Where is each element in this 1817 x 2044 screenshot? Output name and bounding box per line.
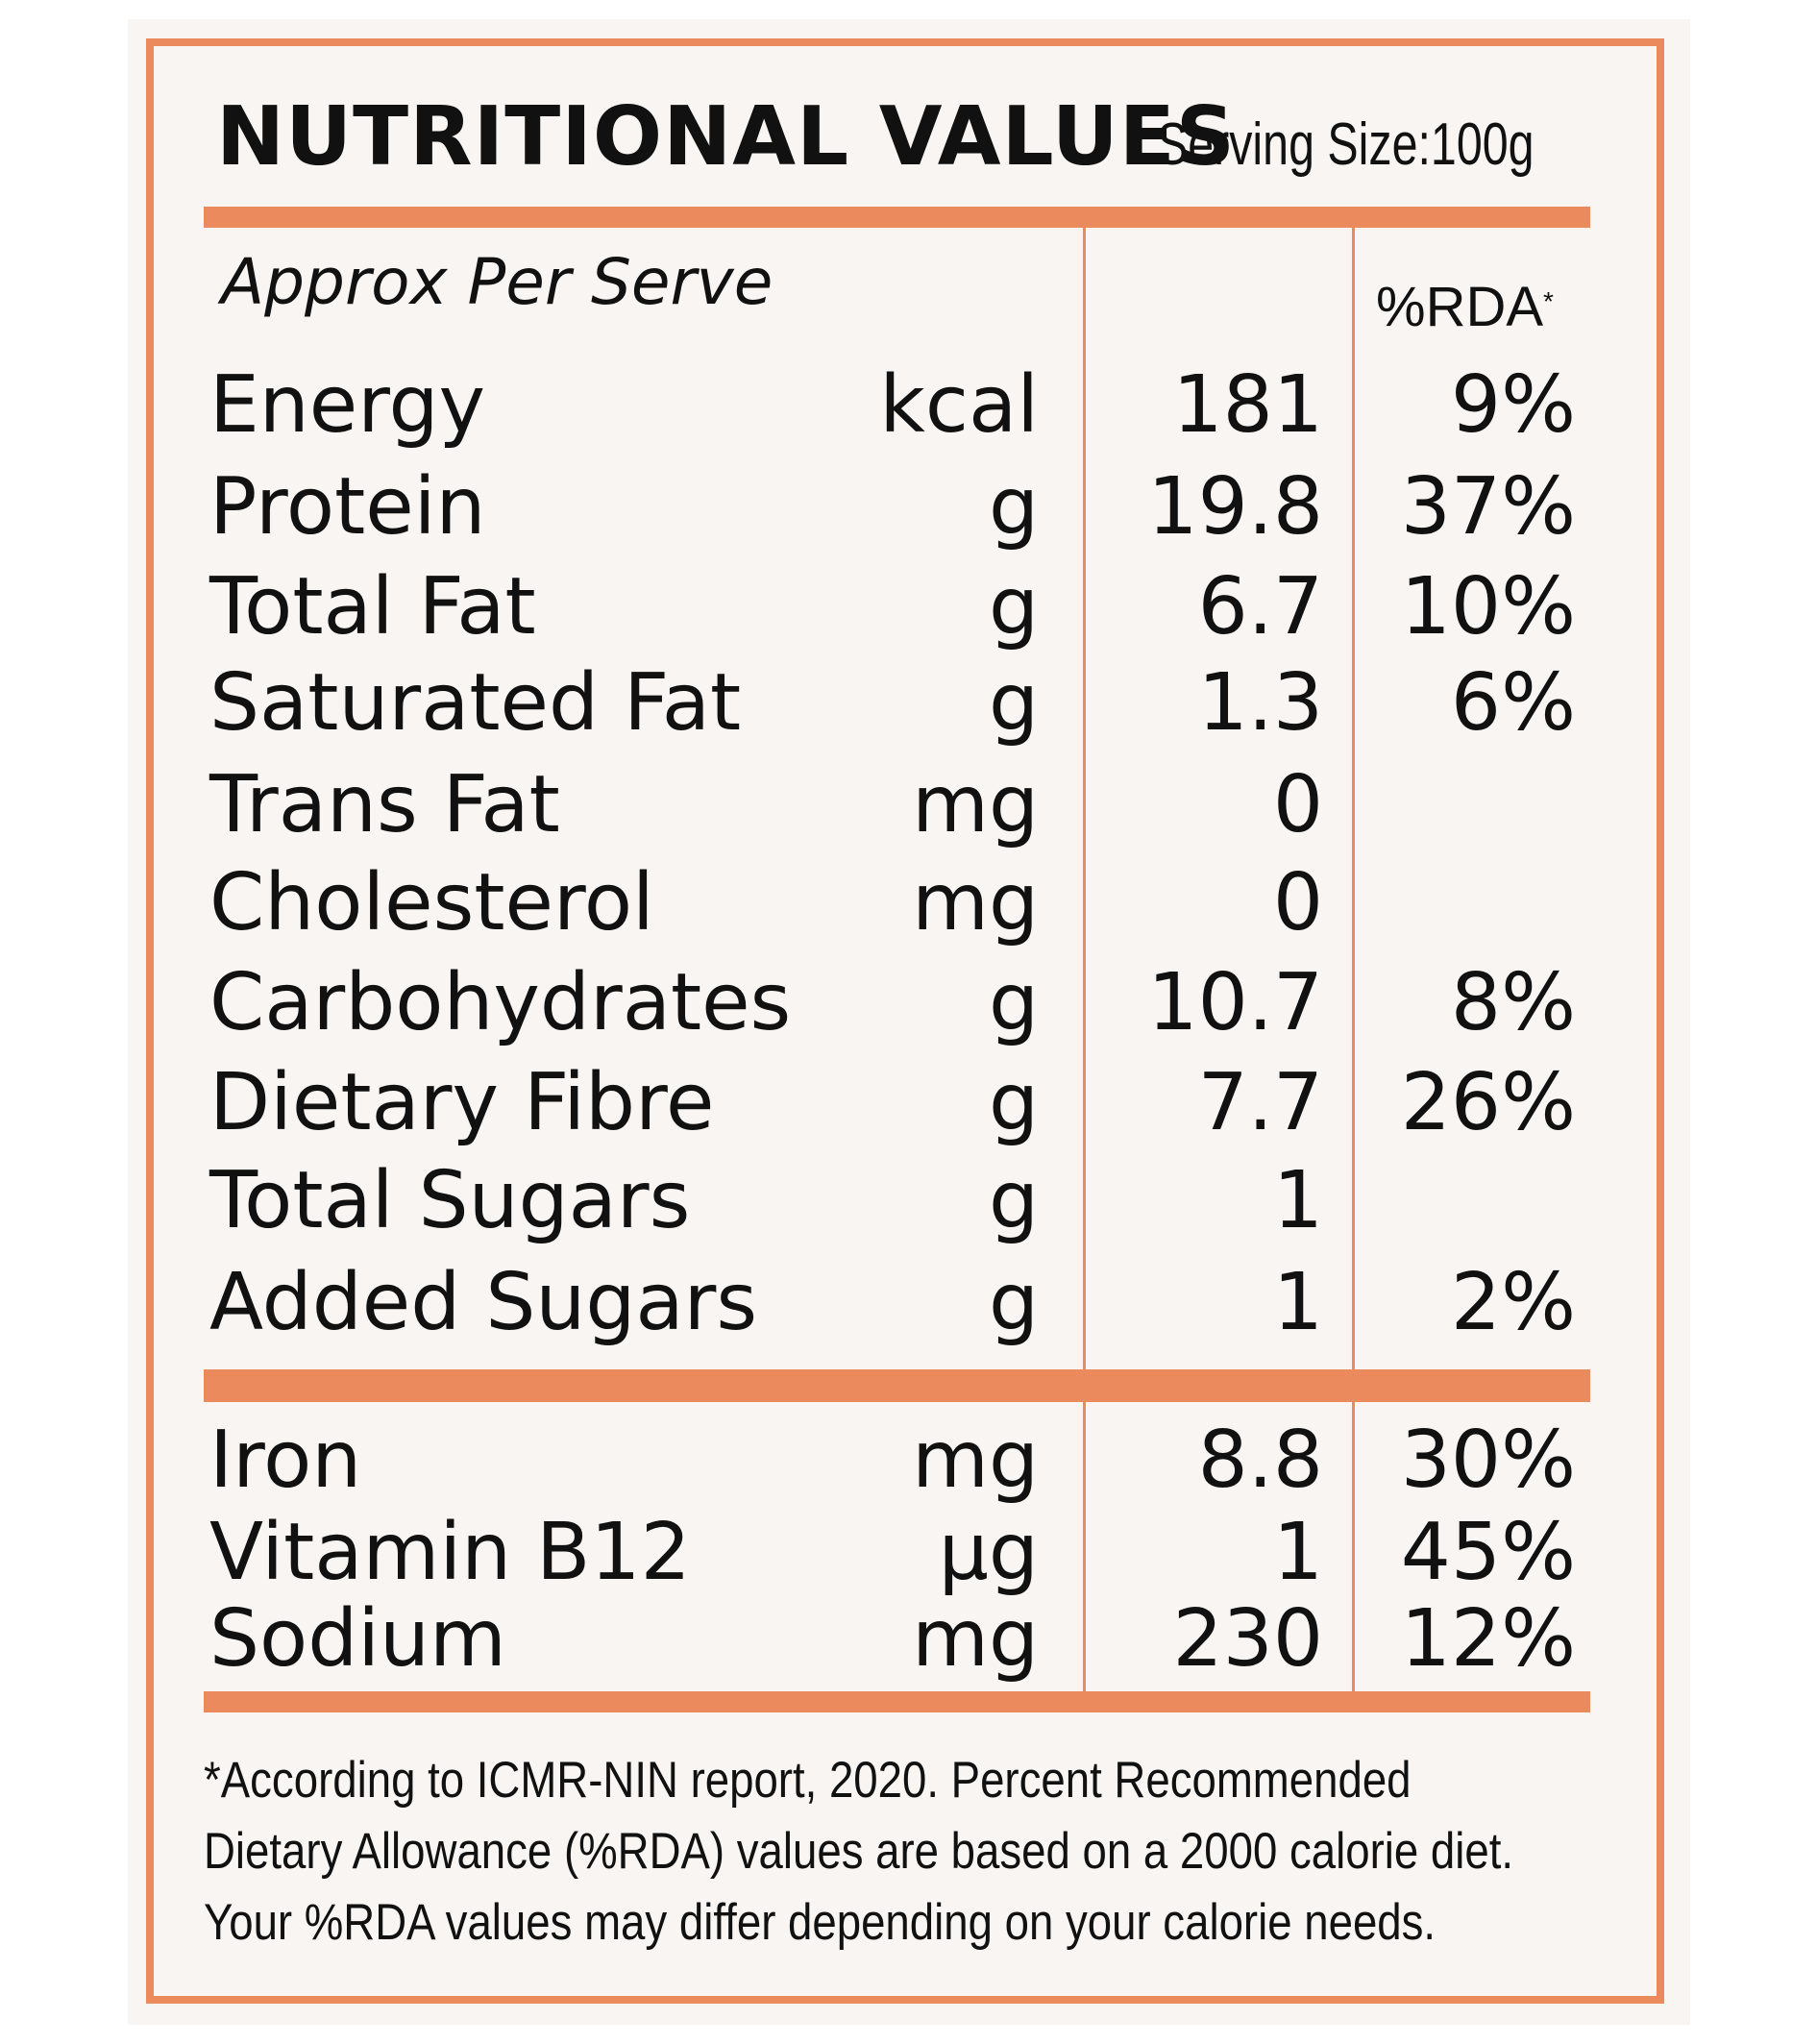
nutrient-rda: 8% <box>1450 957 1576 1048</box>
nutrient-name: Total Sugars <box>209 1155 691 1246</box>
nutrient-unit: µg <box>938 1507 1039 1598</box>
column-divider-value-minerals <box>1083 1402 1086 1691</box>
table-row: Cholesterol mg 0 <box>0 855 1817 951</box>
nutrient-value: 6.7 <box>1197 561 1323 653</box>
nutrient-rda: 2% <box>1450 1257 1576 1348</box>
nutrient-unit: g <box>988 657 1039 749</box>
nutrient-unit: kcal <box>879 359 1039 451</box>
nutrient-name: Total Fat <box>209 561 536 653</box>
nutrient-rda: 26% <box>1400 1057 1576 1148</box>
table-row: Sodium mg 230 12% <box>0 1591 1817 1687</box>
table-row: Vitamin B12 µg 1 45% <box>0 1505 1817 1601</box>
nutrient-name: Vitamin B12 <box>209 1507 691 1598</box>
nutrient-name: Energy <box>209 359 486 451</box>
nutrient-unit: mg <box>912 759 1039 850</box>
label-border <box>146 38 1664 2004</box>
nutrient-name: Carbohydrates <box>209 957 792 1048</box>
table-row: Total Fat g 6.7 10% <box>0 559 1817 655</box>
nutrient-unit: g <box>988 1257 1039 1348</box>
table-row: Saturated Fat g 1.3 6% <box>0 655 1817 751</box>
nutrient-rda: 9% <box>1450 359 1576 451</box>
approx-per-serve-label: Approx Per Serve <box>221 245 773 319</box>
nutrient-name: Trans Fat <box>209 759 560 850</box>
nutrient-rda: 30% <box>1400 1415 1576 1506</box>
footnote: *According to ICMR-NIN report, 2020. Per… <box>204 1745 1597 1958</box>
table-row: Carbohydrates g 10.7 8% <box>0 955 1817 1051</box>
nutrient-name: Added Sugars <box>209 1257 758 1348</box>
nutrient-unit: g <box>988 1155 1039 1246</box>
column-divider-rda-minerals <box>1352 1402 1355 1691</box>
nutrient-rda: 37% <box>1400 461 1576 553</box>
nutrient-value: 8.8 <box>1197 1415 1323 1506</box>
nutrient-name: Protein <box>209 461 486 553</box>
nutrient-name: Sodium <box>209 1593 506 1685</box>
nutrient-value: 1 <box>1272 1257 1323 1348</box>
nutrient-unit: mg <box>912 1415 1039 1506</box>
nutrient-value: 19.8 <box>1147 461 1323 553</box>
rda-column-header: %RDA* <box>1376 276 1554 338</box>
table-row: Total Sugars g 1 <box>0 1153 1817 1249</box>
nutrient-unit: g <box>988 957 1039 1048</box>
table-row: Iron mg 8.8 30% <box>0 1413 1817 1509</box>
nutrient-name: Cholesterol <box>209 857 654 948</box>
nutrient-name: Iron <box>209 1415 362 1506</box>
nutrient-value: 7.7 <box>1197 1057 1323 1148</box>
column-divider-value <box>1083 228 1086 1369</box>
nutrient-unit: mg <box>912 857 1039 948</box>
table-row: Dietary Fibre g 7.7 26% <box>0 1055 1817 1151</box>
nutrient-rda: 12% <box>1400 1593 1576 1685</box>
nutrient-value: 0 <box>1272 857 1323 948</box>
nutrient-value: 230 <box>1172 1593 1323 1685</box>
table-row: Protein g 19.8 37% <box>0 459 1817 555</box>
nutrient-rda: 6% <box>1450 657 1576 749</box>
footnote-line-3: Your %RDA values may differ depending on… <box>204 1894 1436 1951</box>
nutrient-value: 0 <box>1272 759 1323 850</box>
nutrient-unit: g <box>988 1057 1039 1148</box>
footnote-line-1: *According to ICMR-NIN report, 2020. Per… <box>204 1752 1412 1809</box>
table-row: Energy kcal 181 9% <box>0 357 1817 454</box>
table-row: Trans Fat mg 0 <box>0 757 1817 853</box>
nutrient-unit: mg <box>912 1593 1039 1685</box>
nutrient-value: 181 <box>1172 359 1323 451</box>
nutrient-value: 1.3 <box>1197 657 1323 749</box>
nutrient-rda: 45% <box>1400 1507 1576 1598</box>
nutrient-unit: g <box>988 461 1039 553</box>
nutrient-value: 1 <box>1272 1507 1323 1598</box>
column-divider-rda <box>1352 228 1355 1369</box>
nutrient-rda: 10% <box>1400 561 1576 653</box>
table-row: Added Sugars g 1 2% <box>0 1255 1817 1351</box>
footnote-line-2: Dietary Allowance (%RDA) values are base… <box>204 1823 1514 1880</box>
nutrient-name: Dietary Fibre <box>209 1057 715 1148</box>
header-divider <box>204 207 1590 228</box>
serving-size: Serving Size:100g <box>1157 111 1535 178</box>
nutrient-unit: g <box>988 561 1039 653</box>
nutrient-value: 10.7 <box>1147 957 1323 1048</box>
footer-divider <box>204 1691 1590 1712</box>
nutrient-name: Saturated Fat <box>209 657 742 749</box>
nutrient-value: 1 <box>1272 1155 1323 1246</box>
label-card <box>128 19 1690 2025</box>
label-title: NUTRITIONAL VALUES <box>216 89 1236 185</box>
section-divider <box>204 1369 1590 1402</box>
